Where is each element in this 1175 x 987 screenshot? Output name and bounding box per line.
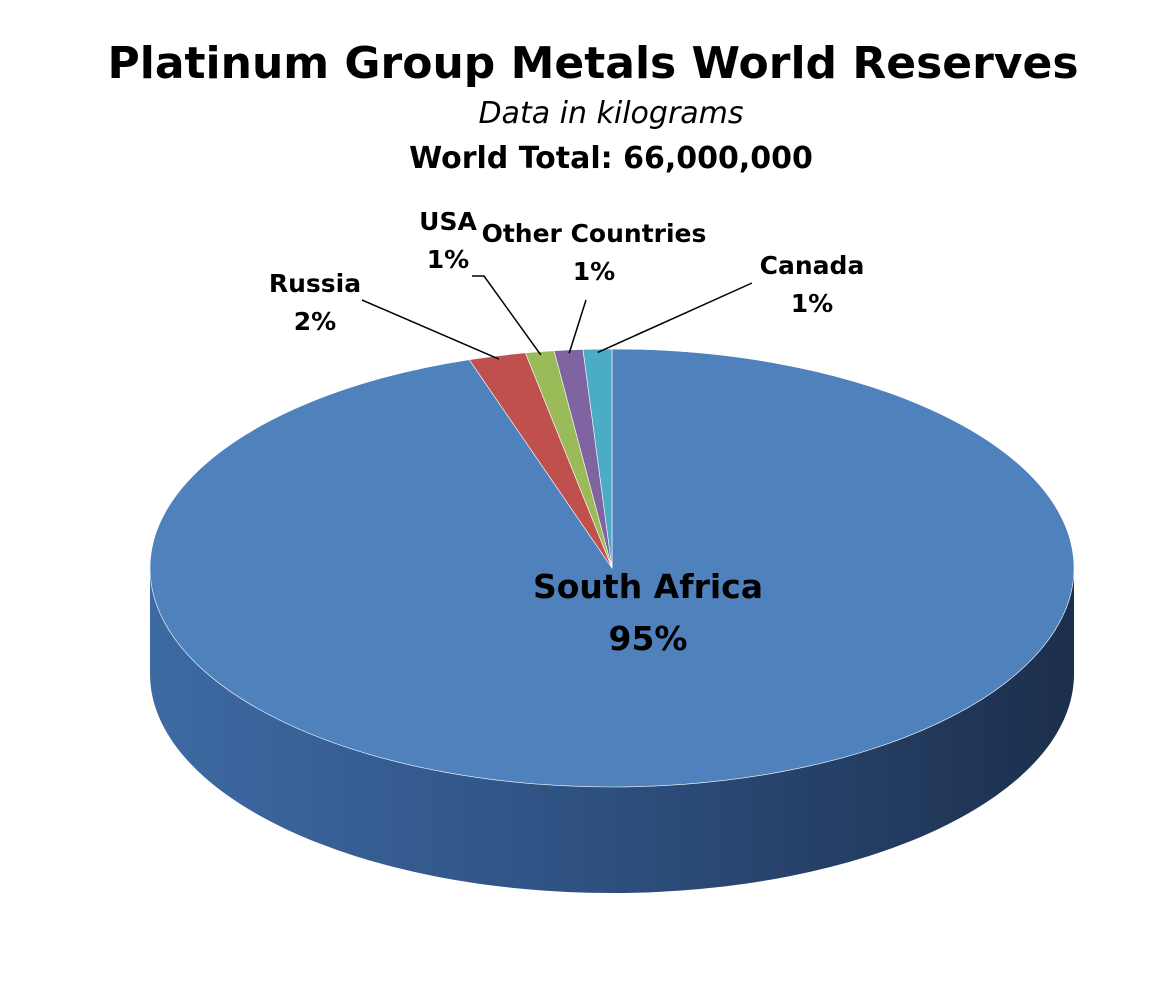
slice-labels: South Africa 95% Russia 2% USA 1% Other Countr… — [269, 207, 864, 658]
slice-canada — [582, 348, 613, 569]
slice-name-other-countries: Other Countries — [482, 219, 707, 248]
slice-value-usa: 1% — [427, 245, 469, 274]
leader-line-canada — [597, 282, 753, 354]
slice-value-russia: 2% — [294, 307, 336, 336]
slice-name-usa: USA — [419, 207, 477, 236]
slice-name-south-africa: South Africa — [533, 567, 763, 606]
leader-line-usa — [472, 275, 542, 356]
slice-value-canada: 1% — [791, 289, 833, 318]
leader-line-russia — [361, 299, 500, 360]
slice-value-south-africa: 95% — [609, 619, 688, 658]
pie-slices — [149, 348, 1075, 788]
chart-title: Platinum Group Metals World Reserves — [107, 38, 1078, 89]
slice-name-canada: Canada — [760, 251, 865, 280]
slice-value-other-countries: 1% — [573, 257, 615, 286]
leader-line-other-countries — [568, 299, 587, 354]
leader-lines — [361, 275, 753, 360]
chart-subtitle: Data in kilograms — [478, 96, 743, 131]
slice-name-russia: Russia — [269, 269, 361, 298]
pie-side-wall — [150, 568, 1074, 893]
world-total-label: World Total: 66,000,000 — [409, 141, 813, 176]
